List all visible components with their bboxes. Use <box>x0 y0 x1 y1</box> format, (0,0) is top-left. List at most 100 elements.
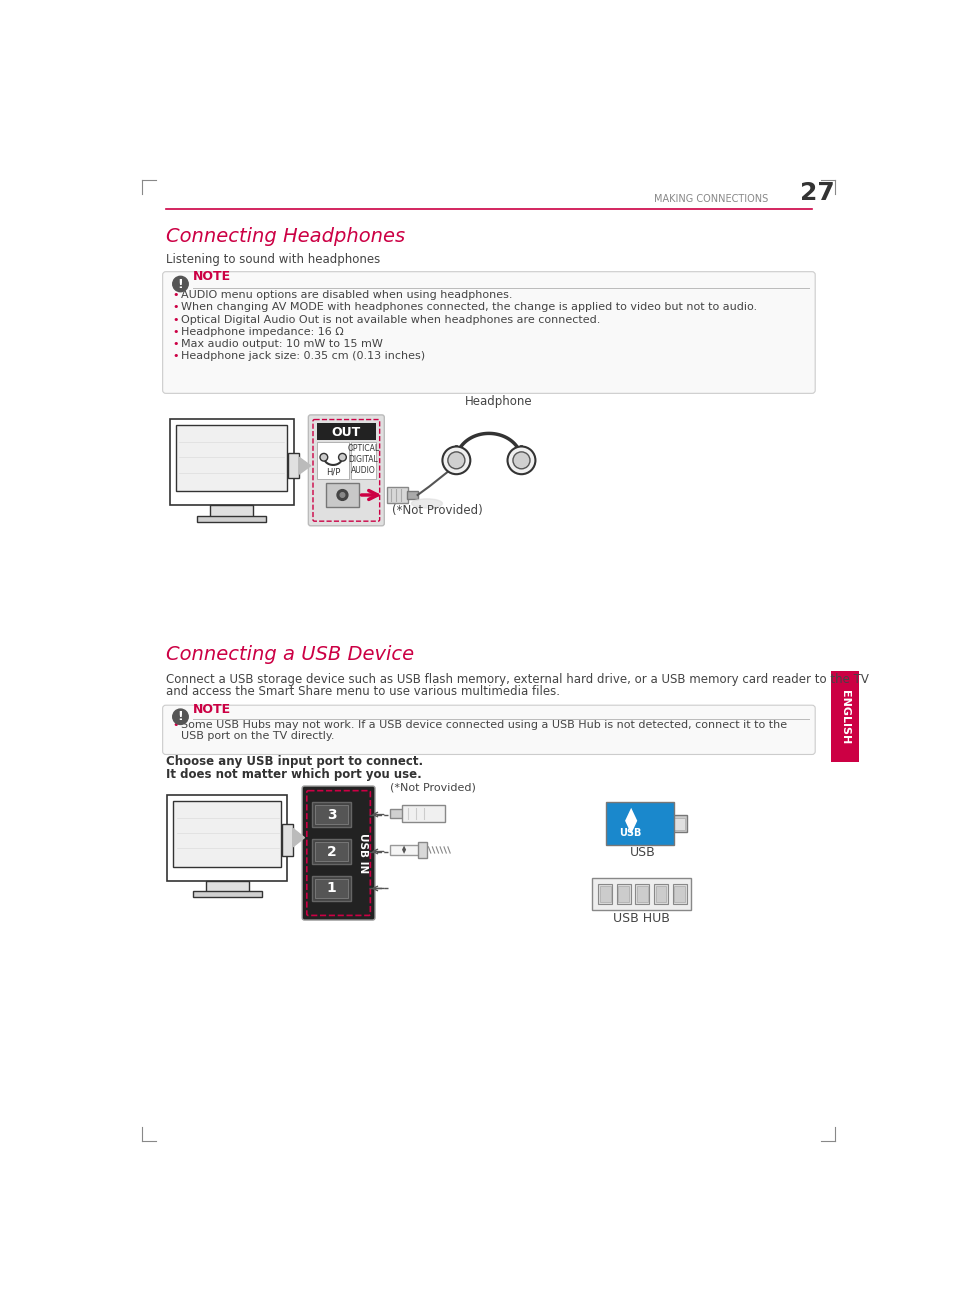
Text: Optical Digital Audio Out is not available when headphones are connected.: Optical Digital Audio Out is not availab… <box>181 314 600 324</box>
Text: and access the Smart Share menu to use various multimedia files.: and access the Smart Share menu to use v… <box>166 685 559 698</box>
Bar <box>654 884 667 904</box>
Circle shape <box>336 489 348 501</box>
Bar <box>390 845 418 855</box>
Bar <box>312 840 351 863</box>
Bar <box>170 419 294 505</box>
Bar <box>598 884 612 904</box>
Text: NOTE: NOTE <box>193 271 231 283</box>
Text: ENGLISH: ENGLISH <box>839 689 849 744</box>
Bar <box>282 824 293 857</box>
Bar <box>831 671 858 763</box>
Text: Listening to sound with headphones: Listening to sound with headphones <box>166 254 379 267</box>
Bar <box>402 806 444 823</box>
Circle shape <box>340 493 344 497</box>
Text: MAKING CONNECTIONS: MAKING CONNECTIONS <box>654 194 767 204</box>
Bar <box>417 842 427 858</box>
Bar <box>173 800 281 867</box>
Text: USB port on the TV directly.: USB port on the TV directly. <box>181 731 335 742</box>
Bar <box>315 842 348 861</box>
Circle shape <box>513 451 530 468</box>
Text: (*Not Provided): (*Not Provided) <box>390 782 476 793</box>
Text: 3: 3 <box>327 807 336 821</box>
Text: Choose any USB input port to connect.: Choose any USB input port to connect. <box>166 755 422 768</box>
Circle shape <box>447 451 464 468</box>
Text: •: • <box>172 339 178 349</box>
Bar <box>210 505 253 518</box>
Bar <box>672 815 686 832</box>
Bar <box>390 810 403 819</box>
Circle shape <box>442 446 470 475</box>
Text: Connecting Headphones: Connecting Headphones <box>166 226 404 246</box>
Text: 1: 1 <box>326 882 336 896</box>
Bar <box>316 442 349 479</box>
Text: •: • <box>172 327 178 337</box>
Text: OUT: OUT <box>332 426 360 439</box>
Text: OPTICAL
DIGITAL
AUDIO: OPTICAL DIGITAL AUDIO <box>347 443 379 475</box>
Text: •: • <box>172 302 178 313</box>
Text: USB HUB: USB HUB <box>613 913 669 925</box>
Text: Some USB Hubs may not work. If a USB device connected using a USB Hub is not det: Some USB Hubs may not work. If a USB dev… <box>181 721 786 730</box>
Bar <box>315 806 348 824</box>
Text: 27: 27 <box>799 181 834 205</box>
Circle shape <box>507 446 535 475</box>
Bar <box>312 876 351 901</box>
Bar <box>206 880 249 892</box>
Text: 2: 2 <box>326 845 336 858</box>
FancyBboxPatch shape <box>162 272 815 394</box>
Bar <box>599 886 610 901</box>
Bar <box>316 424 375 441</box>
Bar <box>637 886 647 901</box>
Text: USB IN: USB IN <box>358 833 368 874</box>
Circle shape <box>172 709 188 725</box>
Bar <box>312 802 351 827</box>
Bar <box>635 884 649 904</box>
Bar <box>672 884 686 904</box>
FancyBboxPatch shape <box>308 415 384 526</box>
Ellipse shape <box>411 498 442 508</box>
Bar <box>618 886 629 901</box>
Text: H/P: H/P <box>326 467 340 476</box>
Text: Connecting a USB Device: Connecting a USB Device <box>166 645 414 663</box>
Bar <box>592 878 691 910</box>
Text: Connect a USB storage device such as USB flash memory, external hard drive, or a: Connect a USB storage device such as USB… <box>166 672 868 685</box>
Bar <box>167 794 287 880</box>
Bar <box>288 454 298 477</box>
Circle shape <box>172 276 188 292</box>
Text: AUDIO menu options are disabled when using headphones.: AUDIO menu options are disabled when usi… <box>181 290 512 300</box>
Text: It does not matter which port you use.: It does not matter which port you use. <box>166 768 421 781</box>
Text: NOTE: NOTE <box>193 702 231 715</box>
Circle shape <box>338 454 346 462</box>
Text: !: ! <box>177 710 183 723</box>
Text: Headphone impedance: 16 Ω: Headphone impedance: 16 Ω <box>181 327 344 337</box>
Bar <box>674 818 684 831</box>
Bar <box>193 891 261 897</box>
Text: •: • <box>172 352 178 361</box>
Text: USB: USB <box>618 828 641 838</box>
Text: •: • <box>172 314 178 324</box>
Bar <box>605 802 674 845</box>
Text: ⧫: ⧫ <box>624 808 637 835</box>
Text: •: • <box>172 721 178 730</box>
Text: USB: USB <box>630 846 656 859</box>
Text: !: ! <box>177 277 183 290</box>
Bar <box>175 425 287 490</box>
Text: When changing AV MODE with headphones connected, the change is applied to video : When changing AV MODE with headphones co… <box>181 302 757 313</box>
Bar <box>617 884 630 904</box>
Bar <box>406 490 417 498</box>
FancyBboxPatch shape <box>162 705 815 755</box>
Bar <box>655 886 666 901</box>
Text: (*Not Provided): (*Not Provided) <box>392 505 482 517</box>
FancyBboxPatch shape <box>302 786 375 920</box>
Polygon shape <box>293 828 304 846</box>
Text: Headphone jack size: 0.35 cm (0.13 inches): Headphone jack size: 0.35 cm (0.13 inche… <box>181 352 425 361</box>
Text: ⧫: ⧫ <box>401 845 405 854</box>
Bar <box>315 879 348 897</box>
Bar <box>351 442 375 479</box>
Text: Max audio output: 10 mW to 15 mW: Max audio output: 10 mW to 15 mW <box>181 339 383 349</box>
Bar <box>326 483 358 508</box>
Circle shape <box>319 454 328 462</box>
Polygon shape <box>298 458 311 475</box>
Bar <box>674 886 684 901</box>
Bar <box>196 515 266 522</box>
Text: Headphone: Headphone <box>465 395 533 408</box>
